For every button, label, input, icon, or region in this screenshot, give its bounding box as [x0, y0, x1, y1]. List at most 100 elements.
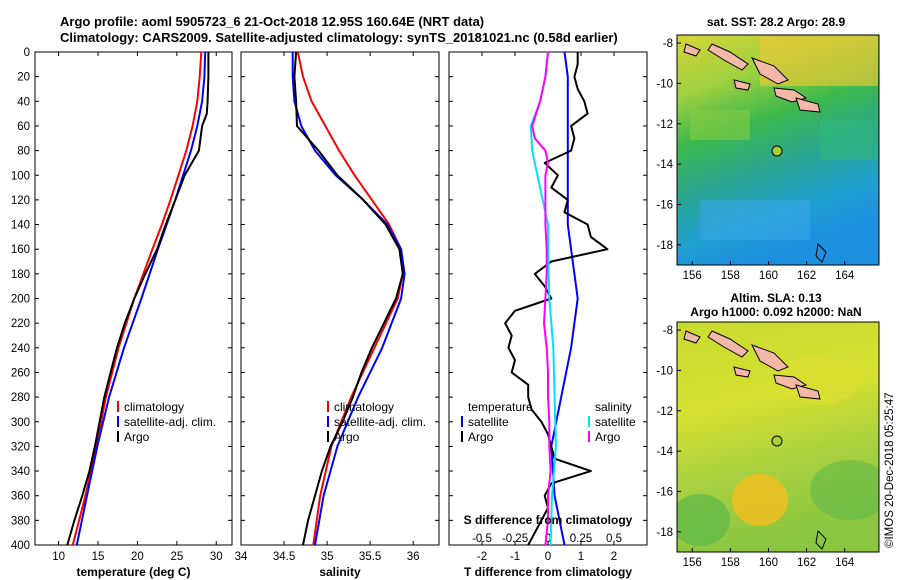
x-tick-label: -1: [510, 551, 520, 563]
figure-title-line2: Climatology: CARS2009. Satellite-adjuste…: [60, 30, 618, 45]
island-shape: [707, 330, 749, 358]
y-tick-label: 200: [11, 294, 30, 306]
series-line: [71, 51, 203, 546]
high-sla-patch: [732, 474, 788, 526]
y-tick-label: 100: [11, 170, 30, 182]
legend-argo-label: Argo: [334, 430, 360, 444]
island-shape: [733, 366, 751, 378]
cool-patch: [700, 200, 810, 240]
x-tick-label: -2: [477, 551, 487, 563]
x-axis-label: T difference from climatology: [464, 565, 632, 579]
lat-tick-label: -16: [656, 199, 673, 211]
y-tick-label: 180: [11, 269, 30, 281]
x-tick-label: 35.5: [359, 551, 381, 563]
legend-climatology-label: climatology: [334, 400, 394, 414]
legend-t-argo-label: Argo: [468, 430, 494, 444]
y-tick-label: 340: [11, 466, 30, 478]
green-patch: [820, 120, 878, 160]
x-tick-label: 36: [407, 551, 420, 563]
temperature-panel: 0 20 40 60 80 100 120 140 160 180 200 220 240 260 280 3…: [11, 47, 233, 579]
sla-map-title-line1: Altim. SLA: 0.13: [730, 291, 822, 305]
salinity-panel: 34 34.5 35 35.5 36 salinity: [235, 51, 440, 579]
lon-tick-label: 156: [683, 557, 702, 569]
y-tick-label: 160: [11, 244, 30, 256]
x-tick-label: 0: [545, 551, 551, 563]
legend-t-satellite-label: satellite: [468, 415, 509, 429]
y-tick-label: 380: [11, 515, 30, 527]
island-shape: [683, 43, 701, 57]
s-difference-axis-label: S difference from climatology: [464, 513, 633, 527]
lat-tick-label: -10: [656, 78, 673, 90]
y-tick-label: 240: [11, 343, 30, 355]
s-tick-label: 0.5: [606, 533, 622, 545]
sla-map: [676, 321, 880, 553]
legend-s-argo-label: Argo: [595, 430, 621, 444]
y-tick-label: 220: [11, 318, 30, 330]
s-tick-label: 0: [545, 533, 551, 545]
legend-satellite-label: satellite-adj. clim.: [334, 415, 426, 429]
x-tick-label: 1: [578, 551, 584, 563]
s-tick-label: -0.25: [502, 533, 528, 545]
island-shape: [750, 57, 789, 85]
temperature-legend: climatology satellite-adj. clim. Argo: [117, 400, 216, 444]
series-line: [531, 51, 552, 546]
figure-title-line1: Argo profile: aoml 5905723_6 21-Oct-2018…: [60, 14, 484, 29]
sst-map-frame: [676, 34, 880, 266]
x-tick-label: 35: [321, 551, 334, 563]
series-line: [66, 52, 210, 546]
sst-map-title: sat. SST: 28.2 Argo: 28.9: [707, 15, 846, 29]
island-shape: [733, 79, 751, 91]
y-tick-label: 60: [17, 121, 30, 133]
x-tick-label: 25: [170, 551, 183, 563]
x-axis-label: temperature (deg C): [76, 565, 190, 579]
y-tick-label: 80: [17, 146, 30, 158]
y-tick-label: 120: [11, 195, 30, 207]
x-tick-label: 30: [210, 551, 223, 563]
x-tick-label: 2: [611, 551, 617, 563]
lon-tick-label: 164: [835, 557, 855, 569]
y-tick-label: 260: [11, 367, 30, 379]
sst-map: [676, 34, 880, 266]
y-tick-label: 360: [11, 491, 30, 503]
sla-map-title-line2: Argo h1000: 0.092 h2000: NaN: [690, 305, 861, 319]
mid-patch: [690, 110, 750, 140]
series-line: [291, 52, 406, 546]
lat-tick-label: -10: [656, 365, 673, 377]
plot-frame: [240, 51, 440, 546]
island-shape: [795, 384, 821, 400]
lon-tick-label: 158: [721, 557, 740, 569]
island-shape: [795, 97, 821, 113]
sla-map-frame: [676, 321, 880, 553]
lon-tick-label: 156: [683, 270, 702, 282]
x-tick-label: 10: [52, 551, 65, 563]
legend-s-satellite-label: satellite: [595, 415, 636, 429]
y-tick-label: 0: [24, 47, 30, 59]
imos-credit: ©IMOS 20-Dec-2018 05:25:47: [884, 392, 896, 548]
plot-frame: [448, 51, 648, 546]
low-sla-patch: [810, 460, 879, 520]
y-tick-label: 40: [17, 96, 30, 108]
lat-tick-label: -8: [663, 38, 673, 50]
x-tick-label: 34: [235, 551, 248, 563]
x-axis-label: salinity: [319, 565, 361, 579]
s-tick-label: 0.25: [570, 533, 592, 545]
lat-tick-label: -12: [656, 119, 673, 131]
legend-argo-label: Argo: [124, 430, 150, 444]
lat-tick-label: -18: [656, 240, 673, 252]
salinity-legend: climatology satellite-adj. clim. Argo: [327, 400, 426, 444]
argo-float-marker: [771, 145, 783, 157]
island-shape: [750, 344, 789, 372]
lat-tick-label: -8: [663, 325, 673, 337]
y-tick-label: 20: [17, 72, 30, 84]
island-shape: [683, 330, 701, 344]
legend-climatology-label: climatology: [124, 400, 184, 414]
island-shape: [707, 43, 749, 71]
lon-tick-label: 158: [721, 270, 740, 282]
lat-tick-label: -14: [656, 159, 673, 171]
lon-tick-label: 162: [797, 270, 816, 282]
legend-salinity-header: salinity: [595, 400, 632, 414]
island-shape: [815, 242, 827, 263]
s-tick-label: -0.5: [472, 533, 492, 545]
y-tick-label: 400: [11, 540, 30, 552]
